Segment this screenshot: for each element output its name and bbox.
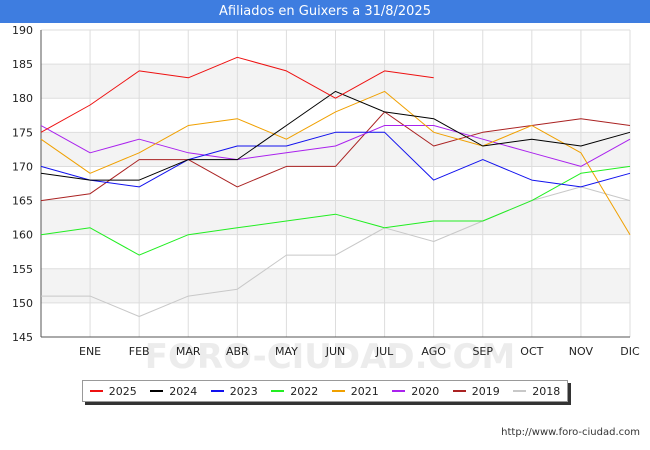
series-line-2025	[40, 56, 434, 133]
x-tick-label: AGO	[421, 345, 446, 358]
x-tick-label: JUL	[375, 345, 394, 358]
y-tick-label: 185	[12, 58, 33, 71]
x-tick-label: ENE	[79, 345, 101, 358]
legend-swatch	[89, 390, 103, 392]
legend-swatch	[150, 390, 164, 392]
source-credit: http://www.foro-ciudad.com	[501, 427, 640, 438]
legend-swatch	[452, 390, 466, 392]
legend-label: 2020	[411, 384, 440, 398]
series-line-2022	[40, 165, 631, 256]
x-tick-label: FEB	[129, 345, 150, 358]
chart-legend: 2025 2024 2023 2022 2021 2020 2019 2018	[82, 380, 568, 402]
series-line-2024	[40, 90, 631, 181]
x-tick-label: JUN	[325, 345, 346, 358]
x-tick-label: DIC	[620, 345, 640, 358]
legend-item-2018: 2018	[513, 385, 560, 398]
legend-item-2023: 2023	[210, 384, 258, 398]
x-tick-label: MAR	[176, 345, 201, 358]
legend-label: 2019	[471, 384, 500, 398]
legend-item-2025: 2025	[89, 384, 137, 398]
y-tick-label: 180	[12, 92, 33, 105]
legend-item-2024: 2024	[150, 385, 197, 398]
legend-item-2022: 2022	[271, 385, 318, 398]
series-line-2021	[40, 90, 631, 235]
series-line-2020	[40, 125, 631, 167]
y-tick-label: 150	[12, 297, 33, 310]
y-tick-label: 170	[12, 160, 33, 173]
legend-swatch	[271, 390, 285, 392]
chart-title: Afiliados en Guixers a 31/8/2025	[0, 0, 650, 23]
legend-label: 2021	[350, 384, 379, 398]
y-tick-label: 160	[12, 229, 33, 242]
legend-label: 2025	[108, 384, 137, 398]
x-tick-label: OCT	[520, 345, 543, 358]
y-tick-label: 175	[12, 126, 33, 139]
chart-watermark: FORO-CIUDAD.COM	[145, 337, 516, 377]
x-tick-label: SEP	[472, 345, 493, 358]
series-line-2023	[40, 131, 631, 188]
x-tick-label: ABR	[226, 345, 249, 358]
legend-label: 2023	[229, 384, 258, 398]
legend-swatch	[331, 390, 345, 392]
y-tick-label: 155	[12, 263, 33, 276]
legend-swatch	[392, 390, 406, 392]
legend-label: 2024	[169, 384, 198, 398]
legend-swatch	[210, 390, 224, 392]
x-tick-label: MAY	[275, 345, 298, 358]
y-tick-label: 165	[12, 195, 33, 208]
y-tick-label: 145	[12, 331, 33, 344]
legend-item-2021: 2021	[331, 384, 379, 398]
legend-item-2020: 2020	[392, 385, 439, 398]
y-tick-label: 190	[12, 24, 33, 37]
legend-item-2019: 2019	[452, 384, 500, 398]
x-tick-label: NOV	[569, 345, 594, 358]
legend-swatch	[513, 390, 527, 392]
legend-label: 2018	[532, 384, 561, 398]
legend-label: 2022	[290, 384, 319, 398]
